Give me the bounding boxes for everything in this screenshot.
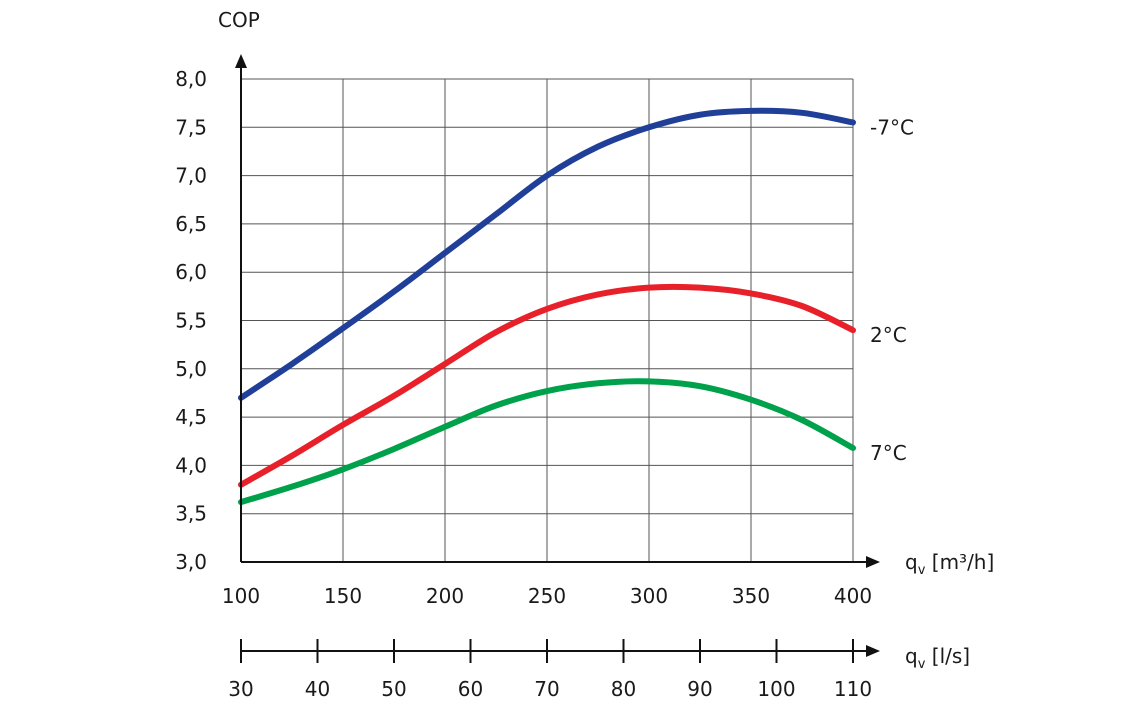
x-tick-label: 150 [324,584,362,608]
x2-axis-title-sub: v [918,657,926,672]
x2-tick-label: 80 [611,677,636,701]
series-line [238,107,856,401]
x2-tick-label: 40 [305,677,330,701]
x-axis-title-unit: [m³/h] [925,550,994,574]
y-axis-title: COP [218,8,260,32]
y-axis-ticks: 3,0 3,5 4,0 4,5 5,0 5,5 6,0 6,5 7,0 7,5 8,0 [175,67,207,574]
series-line [238,378,856,506]
y-tick-label: 7,0 [175,164,207,188]
chart-series: -7°C 2°C 7°C [238,107,914,506]
x-axis-title-sub: v [918,563,926,578]
x2-axis-title: qv [l/s] [905,644,970,672]
x-tick-label: 300 [630,584,668,608]
x-tick-label: 350 [732,584,770,608]
y-tick-label: 6,0 [175,260,207,284]
x2-tick-label: 100 [757,677,795,701]
x-tick-label: 100 [222,584,260,608]
x-tick-label: 200 [426,584,464,608]
x2-tick-label: 90 [687,677,712,701]
y-tick-label: 4,5 [175,405,207,429]
x2-tick-label: 110 [834,677,872,701]
x-tick-label: 250 [528,584,566,608]
x2-tick-label: 50 [381,677,406,701]
x2-tick-label: 70 [534,677,559,701]
y-tick-label: 8,0 [175,67,207,91]
x2-axis-title-main: q [905,644,918,668]
y-tick-label: 4,0 [175,453,207,477]
series-line [238,283,856,488]
x2-axis-title-unit: [l/s] [925,644,970,668]
chart-axes [235,54,880,568]
y-tick-label: 7,5 [175,115,207,139]
y-axis-arrow-icon [235,54,247,68]
x-tick-label: 400 [834,584,872,608]
y-tick-label: 5,0 [175,357,207,381]
series-label: 2°C [870,323,907,347]
chart-grid [241,78,854,562]
x2-tick-label: 30 [228,677,253,701]
x2-axis-arrow-icon [866,645,880,657]
x-axis-ticks: 100 150 200 250 300 350 400 [222,584,872,608]
x-axis-title: qv [m³/h] [905,550,994,578]
y-tick-label: 5,5 [175,309,207,333]
x2-tick-label: 60 [458,677,483,701]
y-tick-label: 3,5 [175,502,207,526]
series-label: -7°C [870,115,914,139]
series-label: 7°C [870,441,907,465]
x-axis-title-main: q [905,550,918,574]
y-tick-label: 6,5 [175,212,207,236]
y-tick-label: 3,0 [175,550,207,574]
secondary-x-axis: 30 40 50 60 70 80 90 100 110 [228,639,880,701]
x-axis-arrow-icon [866,556,880,568]
